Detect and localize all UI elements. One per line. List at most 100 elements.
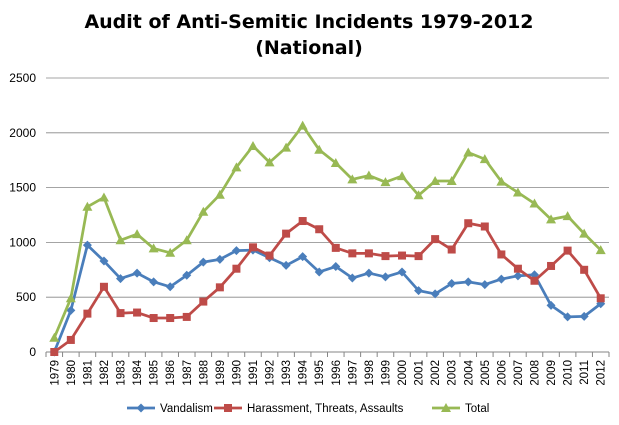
y-tick-label: 2000 [9, 126, 36, 140]
data-point [431, 235, 440, 244]
data-point [580, 265, 589, 274]
data-point [595, 245, 606, 255]
x-tick-label: 1981 [82, 360, 94, 386]
data-point [83, 309, 92, 318]
data-point [133, 308, 142, 317]
x-tick-label: 2008 [529, 360, 541, 386]
data-point [546, 300, 556, 310]
data-point [282, 229, 291, 238]
x-tick-label: 1992 [265, 360, 277, 386]
x-tick-label: 2001 [414, 360, 426, 386]
data-point [563, 312, 573, 322]
data-point [199, 297, 208, 306]
data-point [166, 314, 175, 323]
data-point [479, 154, 490, 164]
x-tick-label: 1990 [231, 360, 243, 386]
series-line [53, 219, 602, 354]
legend-item: Vandalism [127, 403, 213, 415]
data-point [82, 240, 92, 250]
x-tick-label: 1999 [380, 360, 392, 386]
data-point [380, 177, 391, 187]
chart-title: Audit of Anti-Semitic Incidents 1979-201… [84, 11, 533, 33]
legend-item: Total [432, 403, 489, 415]
chart-subtitle: (National) [255, 37, 363, 59]
data-point [198, 206, 209, 216]
data-point [563, 246, 572, 255]
data-point [264, 157, 275, 167]
data-point [414, 252, 423, 261]
data-point [50, 348, 59, 356]
x-tick-label: 2005 [480, 360, 492, 386]
series-group [49, 120, 606, 357]
data-point [331, 243, 340, 252]
data-point [231, 246, 241, 256]
x-tick-label: 1984 [132, 359, 144, 385]
data-point [347, 273, 357, 283]
y-tick-label: 1000 [9, 235, 36, 249]
x-tick-label: 1986 [165, 360, 177, 386]
data-point [430, 289, 440, 299]
x-tick-label: 2010 [563, 360, 575, 386]
x-tick-label: 2011 [579, 360, 591, 385]
x-tick-label: 1993 [281, 360, 293, 386]
data-point [380, 272, 390, 282]
data-point [132, 268, 142, 278]
y-tick-label: 1500 [9, 181, 36, 195]
x-tick-label: 1989 [215, 360, 227, 386]
y-axis-ticks: 0 500 1000 1500 2000 2500 [9, 71, 36, 359]
x-tick-label: 1988 [198, 360, 210, 386]
data-point [496, 274, 506, 284]
data-point [65, 293, 76, 303]
x-tick-label: 2002 [430, 360, 442, 386]
data-point [348, 249, 357, 258]
x-tick-label: 1979 [49, 360, 61, 386]
data-point [297, 120, 308, 130]
data-point [547, 261, 556, 270]
data-point [513, 271, 523, 281]
y-tick-label: 500 [16, 290, 36, 304]
data-point [66, 335, 75, 344]
x-tick-label: 1997 [347, 360, 359, 386]
x-tick-label: 2004 [463, 359, 475, 385]
data-point [497, 250, 506, 259]
data-point [546, 214, 557, 224]
data-point [463, 147, 474, 157]
data-point [512, 187, 523, 197]
x-tick-label: 1980 [66, 360, 78, 386]
gridlines [46, 77, 609, 298]
data-point [66, 305, 76, 315]
legend-label: Harassment, Threats, Assaults [247, 403, 404, 415]
data-point [314, 144, 325, 154]
data-point [397, 267, 407, 277]
legend-swatch-marker [224, 404, 232, 412]
data-point [149, 314, 158, 323]
x-tick-label: 1998 [364, 360, 376, 386]
data-point [49, 332, 60, 342]
x-tick-label: 1985 [149, 360, 161, 386]
data-point [247, 140, 258, 150]
data-point [562, 211, 573, 221]
data-point [116, 274, 126, 284]
data-point [82, 201, 93, 211]
x-axis: 1979 1980 1981 1982 1983 1984 1985 1986 1987 1988… [45, 351, 610, 386]
data-point [116, 309, 125, 318]
data-point [446, 176, 457, 186]
data-point [232, 264, 241, 273]
x-tick-label: 2003 [447, 360, 459, 386]
data-point [579, 228, 590, 238]
data-point [182, 312, 191, 321]
data-point [480, 280, 490, 290]
series-line [53, 243, 602, 353]
data-point [596, 294, 605, 303]
data-point [215, 283, 224, 292]
y-tick-label: 0 [29, 345, 36, 359]
data-point [447, 245, 456, 254]
data-point [198, 257, 208, 267]
data-point [398, 251, 407, 260]
legend-swatch-marker [136, 403, 146, 413]
x-tick-label: 2007 [513, 360, 525, 386]
data-point [165, 247, 176, 257]
data-point [165, 282, 175, 292]
data-point [347, 174, 358, 184]
data-point [248, 243, 257, 252]
